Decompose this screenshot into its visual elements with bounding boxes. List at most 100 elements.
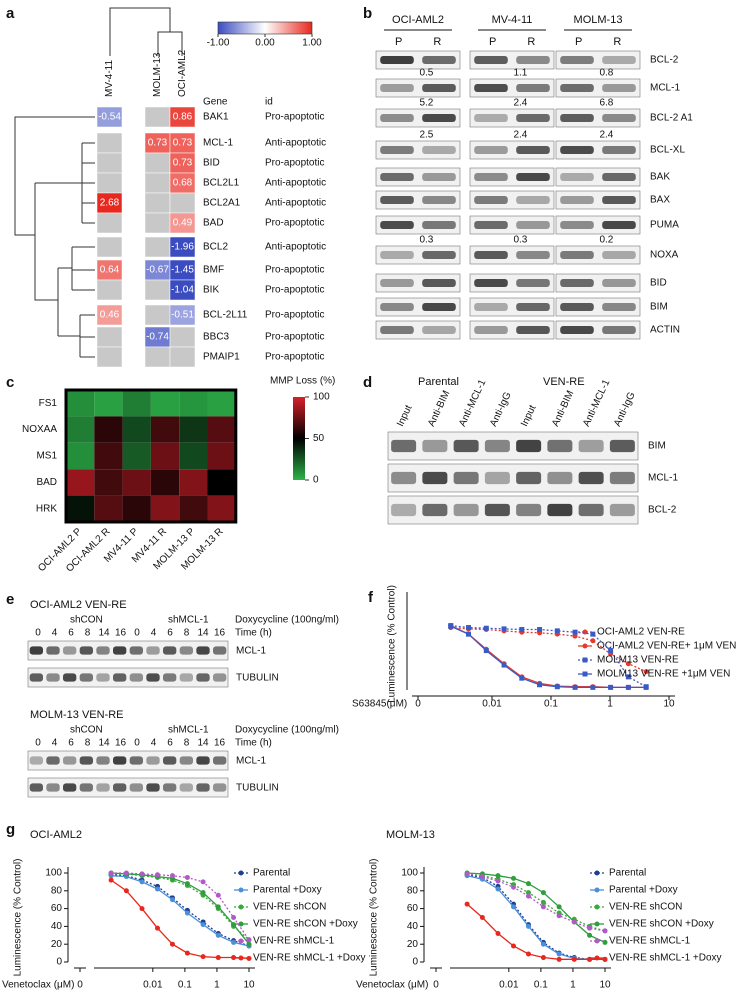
row-tree [14,116,95,301]
blot-band [79,756,93,765]
data-point [590,638,596,644]
blot-band [63,646,77,655]
y-tick-label: 0 [412,957,418,968]
blot-band [129,673,143,682]
x-tick-label: 0.1 [544,699,558,710]
panel-letter: d [363,374,372,391]
blot-band [560,303,594,311]
legend-label: VEN-RE shCON [253,902,326,913]
cell-value: -1.45 [171,265,194,276]
blot-band [113,756,127,765]
heat-cell [179,390,208,417]
blot-band [380,196,414,204]
missing-cell [169,192,196,214]
protein-label: BID [650,278,667,289]
heat-cell [66,390,95,417]
heat-cell [94,442,123,470]
blot-frame [375,190,461,210]
data-point [572,633,578,639]
gene-id: Anti-apoptotic [265,178,326,189]
blot-band [560,173,594,181]
blot-band [179,783,193,792]
lane-label: P [489,36,496,48]
heat-cell [179,442,208,470]
lane-label: R [433,36,441,48]
blot-band [547,471,573,485]
x-tick-label: 0.01 [482,699,502,710]
blot-band [560,326,594,334]
protein-label: BAX [650,195,670,206]
series-line [467,872,606,943]
data-point [525,890,531,896]
legend-label: VEN-RE shCON +Doxy [253,919,358,930]
blot-frame [375,108,461,128]
blot-band [380,84,414,92]
blot-band [560,279,594,287]
blot-band [609,439,635,453]
data-point [200,890,206,896]
data-point [540,890,546,896]
gene-id: Anti-apoptotic [265,198,326,209]
ratio: 0.3 [419,235,433,246]
heatmap-border [64,388,238,524]
blot-band [422,196,456,204]
heat-cell [94,469,123,496]
blot-band [422,84,456,92]
blot-frame [469,320,555,340]
data-point [184,874,190,880]
y-axis-label: Luminescence (% Control) [13,859,24,977]
blot-band [422,56,456,64]
time-label: 0 [35,738,41,749]
gene-label: MCL-1 [203,138,233,149]
blot-band [516,279,550,287]
cell-value: 0.64 [100,265,120,276]
blot-band [422,471,448,485]
time-label: 16 [214,738,226,749]
column-label: OCI-AML2 [177,49,188,97]
heat-cell [122,469,151,496]
y-tick-label: 20 [407,939,419,950]
heat-cell [94,495,123,522]
blot-band [474,56,508,64]
blot-band [422,503,448,517]
data-point [215,892,221,898]
y-tick-label: 100 [45,868,62,879]
group-name: shMCL-1 [168,615,209,626]
panel-letter: a [6,5,15,22]
heat-cell [169,212,196,234]
y-tick-label: 100 [401,868,418,879]
data-point [625,661,631,667]
heat-cell [66,495,95,522]
data-point [554,684,560,690]
data-point [495,873,501,879]
blot-band [474,279,508,287]
y-tick-label: 80 [51,885,63,896]
gene-label: PMAIP1 [203,352,240,363]
legend-marker [594,904,600,910]
protein-label: TUBULIN [236,673,279,684]
blot-band [474,303,508,311]
data-point [540,899,546,905]
protein-label: BAK [650,172,670,183]
gene-id: Pro-apoptotic [265,285,324,296]
data-point [448,623,454,629]
blot-band [46,673,60,682]
colorbar-label: 0 [313,475,319,486]
time-label: 4 [52,628,58,639]
x-tick-label: 0 [415,699,421,710]
blot-band [63,783,77,792]
time-label: 6 [68,628,74,639]
legend-marker [238,921,244,927]
protein-label: BCL-2 A1 [650,113,693,124]
blot-band [63,756,77,765]
missing-cell [96,132,123,154]
panel-letter: c [6,374,14,391]
row-label: HRK [36,503,57,514]
blot-band [46,756,60,765]
missing-cell [96,346,123,368]
time-label: 6 [68,738,74,749]
x-tick-label: 10 [599,980,611,991]
series-line [111,872,250,945]
blot-band [196,673,210,682]
blot-band [453,471,479,485]
